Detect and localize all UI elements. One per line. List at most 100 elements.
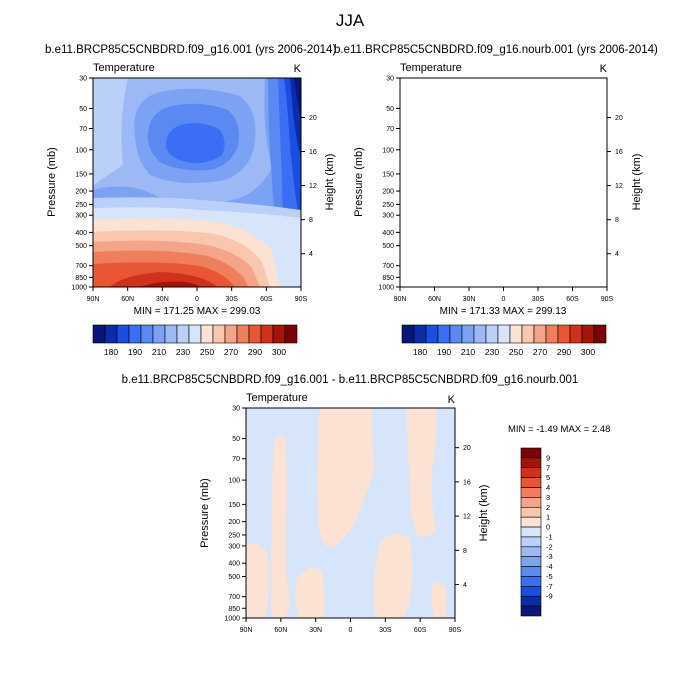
y-tick-label: 1000 <box>378 285 394 292</box>
panel-2-frame <box>399 77 608 288</box>
colorbar-label: 290 <box>557 347 571 357</box>
y-tick-label: 400 <box>75 230 87 237</box>
contour-band <box>246 543 269 618</box>
colorbar-box <box>128 324 142 344</box>
x-tick-label: 60N <box>428 296 441 303</box>
colorbar-label: 300 <box>581 347 595 357</box>
contour-band <box>374 534 412 618</box>
panel-1-contours <box>93 78 301 287</box>
x-tick-label: 60S <box>414 627 427 634</box>
panel-2-left-string: Temperature <box>400 62 462 74</box>
y-tick-label: 150 <box>382 171 394 178</box>
colorbar-box <box>520 526 542 538</box>
colorbar-label: 250 <box>200 347 214 357</box>
colorbar-label: 0 <box>546 523 550 532</box>
panel-2-y-ticks-right: 20 16 12 8 4 <box>607 115 623 258</box>
panel-3-contours <box>246 408 455 618</box>
x-tick-label: 30N <box>309 627 322 634</box>
y-tick-label: 200 <box>75 189 87 196</box>
colorbar-box <box>520 467 542 478</box>
contour-band <box>406 408 437 538</box>
y-right-tick-label: 4 <box>463 582 467 589</box>
colorbar-label: 250 <box>509 347 523 357</box>
contour-band <box>400 207 608 287</box>
colorbar-box <box>520 487 542 498</box>
y-tick-label: 100 <box>75 147 87 154</box>
colorbar-label: 230 <box>485 347 499 357</box>
y-tick-label: 150 <box>75 171 87 178</box>
panel-1-title: b.e11.BRCP85C5CNBDRD.f09_g16.001 (yrs 20… <box>45 44 336 56</box>
colorbar-box <box>116 324 130 344</box>
contour-band <box>400 78 435 186</box>
contour-band <box>140 281 200 287</box>
colorbar-box <box>272 324 286 344</box>
x-tick-label: 0 <box>502 296 506 303</box>
panel-3-y-ticks: 30 50 70 100 150 200 250 300 400 500 700 850 1000 <box>224 406 246 623</box>
colorbar-label: 5 <box>546 473 550 482</box>
panel-1-y-ticks: 30 50 70 100 150 200 250 300 400 500 700 850 1000 <box>71 76 93 292</box>
colorbar-box <box>200 324 214 344</box>
y-tick-label: 50 <box>386 106 394 113</box>
colorbar-box <box>152 324 166 344</box>
colorbar-box <box>284 324 298 344</box>
y-right-tick-label: 16 <box>309 149 317 156</box>
colorbar-box <box>212 324 226 344</box>
x-tick-label: 30N <box>156 296 169 303</box>
panel-2-x-ticks: 90N 60N 30N 0 30S 60S 90S <box>394 287 614 303</box>
contour-band <box>431 582 447 618</box>
panel-3-units: K <box>448 394 456 406</box>
y-tick-label: 100 <box>382 147 394 154</box>
panel-3: b.e11.BRCP85C5CNBDRD.f09_g16.001 - b.e11… <box>122 374 611 634</box>
y-tick-label: 50 <box>232 436 240 443</box>
y-tick-label: 300 <box>75 213 87 220</box>
colorbar-box <box>497 324 511 344</box>
x-tick-label: 90N <box>240 627 253 634</box>
y-right-tick-label: 20 <box>309 115 317 122</box>
x-tick-label: 90S <box>449 627 462 634</box>
colorbar-label: 210 <box>461 347 475 357</box>
colorbar-label: 230 <box>176 347 190 357</box>
y-tick-label: 30 <box>232 406 240 413</box>
x-tick-label: 60N <box>274 627 287 634</box>
colorbar-label: 270 <box>533 347 547 357</box>
y-tick-label: 700 <box>75 263 87 270</box>
y-tick-label: 100 <box>228 478 240 485</box>
panel-2-contours <box>400 78 608 287</box>
y-tick-label: 500 <box>75 243 87 250</box>
y-tick-label: 70 <box>386 126 394 133</box>
y-tick-label: 30 <box>386 76 394 83</box>
colorbar-box <box>520 516 542 528</box>
colorbar-box <box>520 506 542 518</box>
colorbar-label: 300 <box>272 347 286 357</box>
x-tick-label: 0 <box>349 627 353 634</box>
colorbar-label: -7 <box>546 582 553 591</box>
panel-2-title: b.e11.BRCP85C5CNBDRD.f09_g16.nourb.001 (… <box>334 44 658 56</box>
panel-1-ylabel-right: Height (km) <box>324 154 336 211</box>
colorbar-label: -2 <box>546 542 553 551</box>
panel-1-colorbar: 180 190 210 230 250 270 290 300 <box>92 324 298 357</box>
colorbar-box <box>413 324 427 344</box>
colorbar-label: -5 <box>546 572 553 581</box>
y-tick-label: 850 <box>75 275 87 282</box>
y-tick-label: 70 <box>232 456 240 463</box>
panel-3-left-string: Temperature <box>246 392 308 404</box>
colorbar-label: 270 <box>224 347 238 357</box>
panel-2-colorbar: 180 190 210 230 250 270 290 300 <box>401 324 607 357</box>
y-right-tick-label: 4 <box>615 251 619 258</box>
colorbar-box <box>520 586 542 597</box>
x-tick-label: 60N <box>121 296 134 303</box>
colorbar-label: 180 <box>104 347 118 357</box>
x-tick-label: 30S <box>532 296 545 303</box>
x-tick-label: 30S <box>379 627 392 634</box>
panel-2: b.e11.BRCP85C5CNBDRD.f09_g16.nourb.001 (… <box>334 44 658 357</box>
colorbar-box <box>449 324 463 344</box>
colorbar-label: 190 <box>128 347 142 357</box>
colorbar-box <box>140 324 154 344</box>
y-tick-label: 70 <box>79 126 87 133</box>
colorbar-box <box>593 324 607 344</box>
y-right-tick-label: 12 <box>615 183 623 190</box>
colorbar-label: 290 <box>248 347 262 357</box>
panel-3-y-ticks-right: 20 16 12 8 4 <box>455 445 471 589</box>
y-right-tick-label: 4 <box>309 251 313 258</box>
colorbar-box <box>520 546 542 558</box>
